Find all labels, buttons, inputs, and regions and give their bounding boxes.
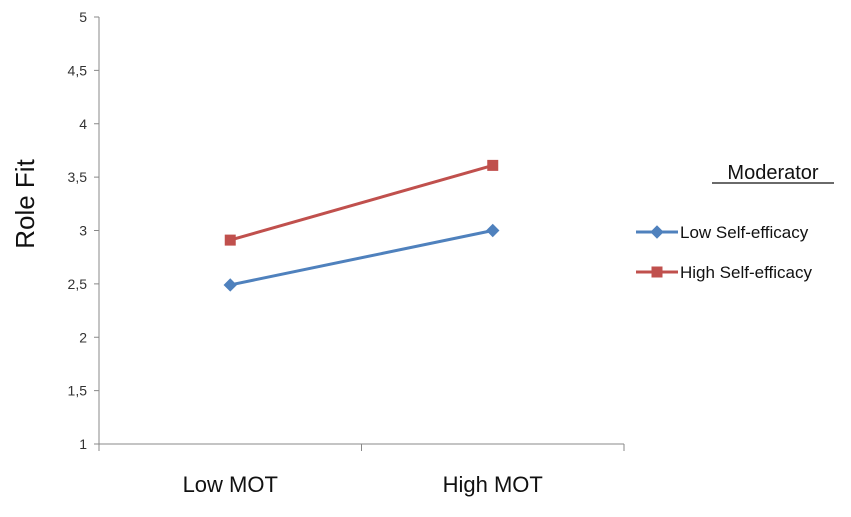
y-tick-label: 2,5 xyxy=(68,276,88,292)
legend: Moderator Low Self-efficacy High Self-eff… xyxy=(636,162,834,282)
y-tick-label: 3 xyxy=(79,223,87,239)
data-point-low-self-efficacy xyxy=(223,278,237,292)
y-tick-label: 5 xyxy=(79,9,87,25)
x-tick-group: Low MOT High MOT xyxy=(98,444,625,497)
y-tick-label: 4,5 xyxy=(68,62,88,78)
y-tick-label: 2 xyxy=(79,329,87,345)
x-axis: Low MOT High MOT xyxy=(98,443,625,497)
y-tick-label: 1,5 xyxy=(68,383,88,399)
legend-label-low-self-efficacy: Low Self-efficacy xyxy=(680,223,809,242)
series-line-low-self-efficacy xyxy=(229,229,494,287)
data-point-low-self-efficacy xyxy=(486,223,500,238)
series-layer xyxy=(223,159,500,292)
legend-marker-high-self-efficacy xyxy=(651,266,663,278)
x-tick-label: High MOT xyxy=(443,472,543,497)
y-axis-label: Role Fit xyxy=(10,158,40,248)
series-line-high-self-efficacy xyxy=(229,163,494,242)
y-tick-group: 1 1,5 2 2,5 3 3,5 4 4,5 5 xyxy=(68,9,99,452)
y-tick-label: 3,5 xyxy=(68,169,88,185)
legend-items: Low Self-efficacy High Self-efficacy xyxy=(636,223,812,282)
y-tick-label: 4 xyxy=(79,116,87,132)
legend-marker-low-self-efficacy xyxy=(650,225,664,239)
data-point-high-self-efficacy xyxy=(224,234,236,246)
legend-title: Moderator xyxy=(727,162,818,184)
y-axis: 1 1,5 2 2,5 3 3,5 4 4,5 5 xyxy=(68,9,100,452)
legend-label-high-self-efficacy: High Self-efficacy xyxy=(680,263,812,282)
data-point-high-self-efficacy xyxy=(487,159,499,171)
x-tick-label: Low MOT xyxy=(183,472,278,497)
y-tick-label: 1 xyxy=(79,436,87,452)
